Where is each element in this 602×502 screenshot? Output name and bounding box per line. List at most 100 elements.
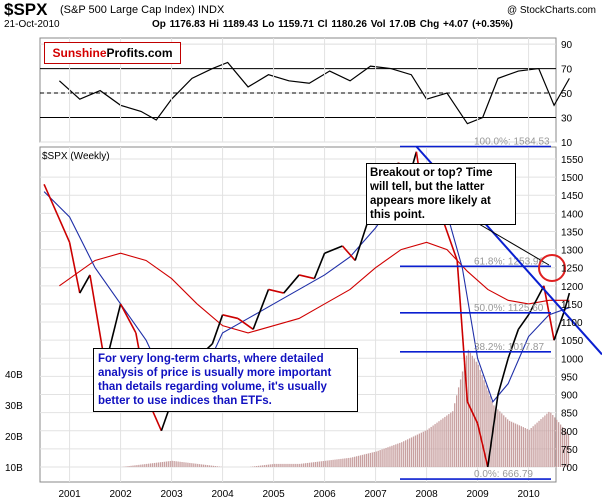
volume-bar [546,413,548,467]
volume-bar [202,464,205,467]
volume-bar [457,387,460,467]
volume-bar [136,465,138,467]
volume-bar [487,390,489,467]
volume-bar [306,462,309,467]
volume-bar [191,463,193,467]
volume-bar [206,465,209,467]
price-segment [43,184,58,214]
volume-bar [346,458,348,467]
volume-bar [287,463,289,467]
price-segment [298,274,315,280]
volume-bar [161,461,164,467]
volume-bar [175,461,177,467]
volume-bar [516,424,519,467]
volume-bar [556,419,558,467]
price-tick-label: 1250 [561,264,584,275]
volume-bar [567,434,570,467]
volume-bar [534,424,536,467]
volume-bar [416,434,419,467]
price-segment [268,288,284,294]
volume-bar [138,464,140,467]
volume-bar [542,417,544,467]
volume-bar [128,466,130,467]
volume-bar [489,395,491,467]
price-tick-label: 1350 [561,227,584,238]
volume-bar [485,385,487,467]
volume-bar [507,419,509,467]
volume-bar [320,461,322,467]
volume-bar [140,464,142,467]
volume-tick-label: 40B [5,370,23,381]
volume-bar [475,361,477,467]
fib-label: 100.0%: 1584.53 [474,136,550,147]
price-segment [222,314,239,320]
price-segment [563,292,571,312]
volume-bar [465,355,468,467]
volume-bar [279,463,281,467]
price-segment [517,314,530,330]
volume-tick-label: 10B [5,463,23,474]
volume-bar [132,465,134,467]
volume-bar [297,463,299,467]
volume-bar [565,431,568,467]
volume-bar [522,427,524,467]
volume-bar [301,463,303,467]
volume-bar [181,461,183,467]
volume-bar [273,463,275,467]
volume-bar [369,452,371,467]
price-segment [527,285,545,316]
volume-bar [153,462,156,467]
price-tick-label: 700 [561,463,578,474]
volume-bar [342,458,344,467]
price-segment [56,213,71,243]
volume-bar [393,445,395,467]
volume-bar [314,461,317,467]
volume-bar [204,464,207,467]
volume-bar [271,464,273,467]
price-tick-label: 1150 [561,300,583,311]
volume-bar [326,460,328,467]
volume-bar [199,464,201,467]
volume-bar [554,417,556,467]
volume-bar [324,460,326,467]
volume-bar [459,379,462,467]
volume-bar [548,411,550,467]
fib-label: 50.0%: 1125.60 [474,303,544,314]
price-tick-label: 850 [561,409,578,420]
volume-bar [461,371,464,467]
volume-bar [444,416,446,467]
volume-bar [536,422,538,467]
volume-bar [201,464,203,467]
volume-bar [134,465,136,467]
volume-bar [561,426,564,467]
volume-bar [322,461,324,467]
volume-bar [336,459,338,467]
price-tick-label: 1450 [561,191,584,202]
volume-bar [424,430,426,467]
volume-bar [456,395,458,467]
volume-bar [514,423,517,467]
volume-bar [436,422,438,467]
volume-bar [289,463,291,467]
volume-bar [452,411,454,467]
volume-bar [520,426,523,467]
copyright-label: @ StockCharts.com [506,5,596,16]
volume-bar [299,463,301,467]
volume-bar [330,460,332,467]
price-segment [211,314,224,345]
volume-bar [183,462,185,467]
volume-bar [303,463,305,467]
volume-bar [169,461,171,467]
price-segment [466,401,479,424]
volume-bar [505,417,507,467]
volume-bar [406,439,409,467]
volume-bar [381,449,383,467]
volume-bar [365,453,368,467]
volume-bar [420,432,422,467]
volume-bar [375,451,377,467]
volume-bar [363,454,366,467]
volume-bar [214,466,217,467]
volume-bar [367,453,370,467]
volume-bar [558,422,560,467]
volume-bar [426,429,428,467]
